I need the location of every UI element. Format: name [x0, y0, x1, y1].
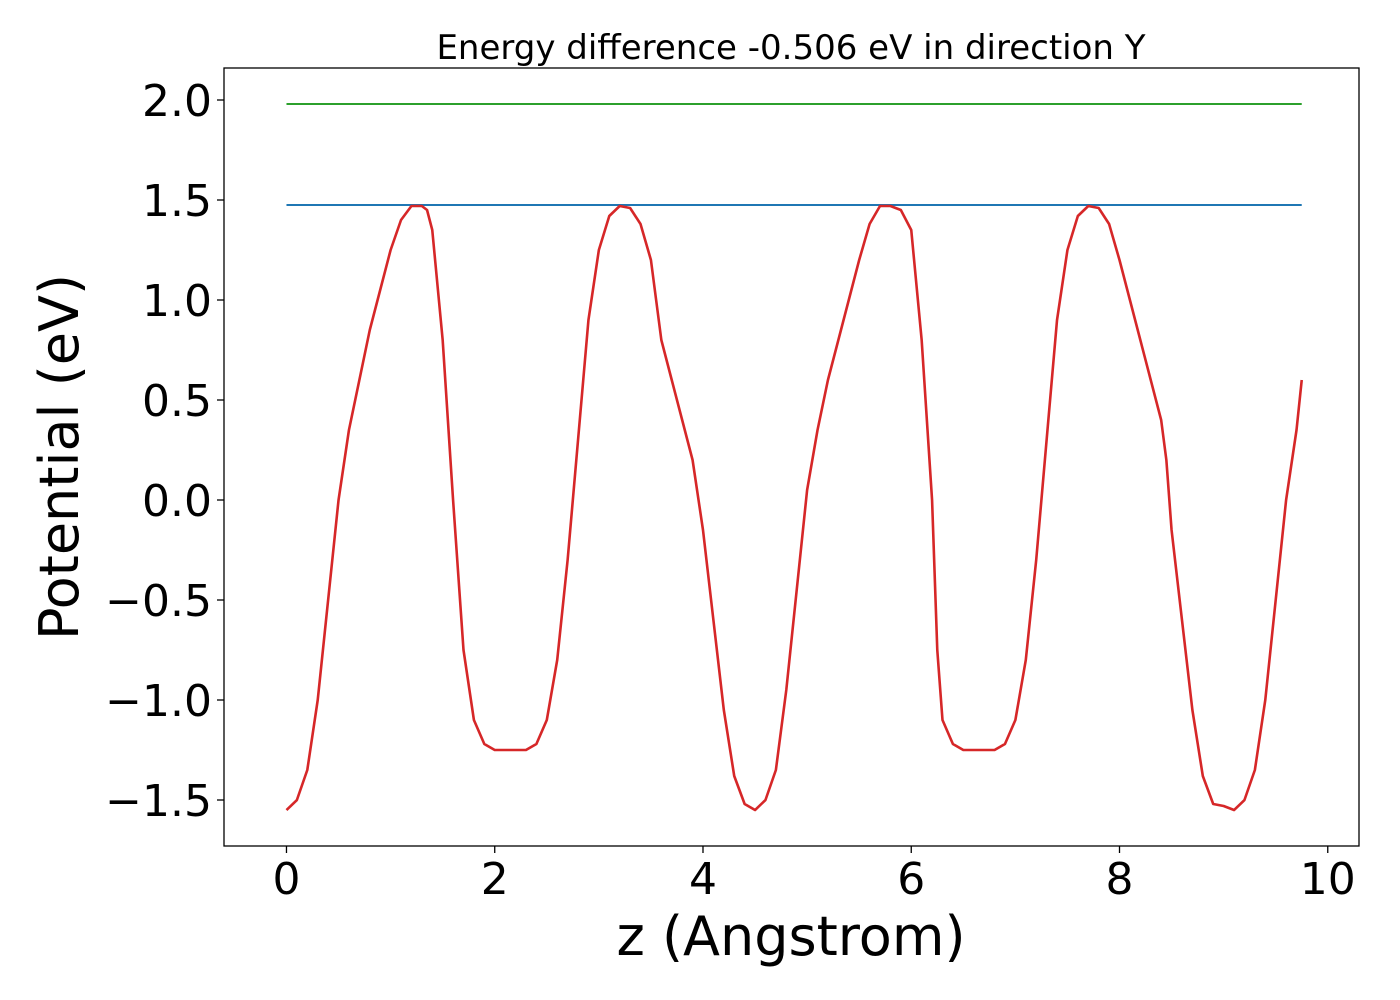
x-tick-label: 6: [897, 854, 925, 905]
chart-title: Energy difference -0.506 eV in direction…: [436, 28, 1145, 68]
x-axis-label: z (Angstrom): [616, 905, 965, 968]
series-line-3: [285, 204, 1304, 812]
x-tick-label: 10: [1300, 854, 1356, 905]
y-tick-label: 0.5: [142, 376, 212, 427]
y-axis-ticks: −1.5 −1.0 −0.5 0.0 0.5 1.0 1.5 2.0: [105, 76, 224, 827]
x-tick-label: 4: [689, 854, 717, 905]
x-tick-label: 8: [1106, 854, 1134, 905]
y-tick-label: 1.5: [142, 176, 212, 227]
y-tick-label: 2.0: [142, 76, 212, 127]
y-tick-label: −1.0: [105, 676, 212, 727]
plot-frame: [223, 67, 1360, 847]
y-tick-label: −1.5: [105, 776, 212, 827]
x-tick-label: 2: [481, 854, 509, 905]
x-axis-ticks: 0 2 4 6 8 10: [272, 846, 1356, 905]
y-axis-label: Potential (eV): [28, 274, 91, 640]
x-tick-label: 0: [272, 854, 300, 905]
y-tick-label: 1.0: [142, 276, 212, 327]
y-tick-label: 0.0: [142, 476, 212, 527]
y-tick-label: −0.5: [105, 576, 212, 627]
